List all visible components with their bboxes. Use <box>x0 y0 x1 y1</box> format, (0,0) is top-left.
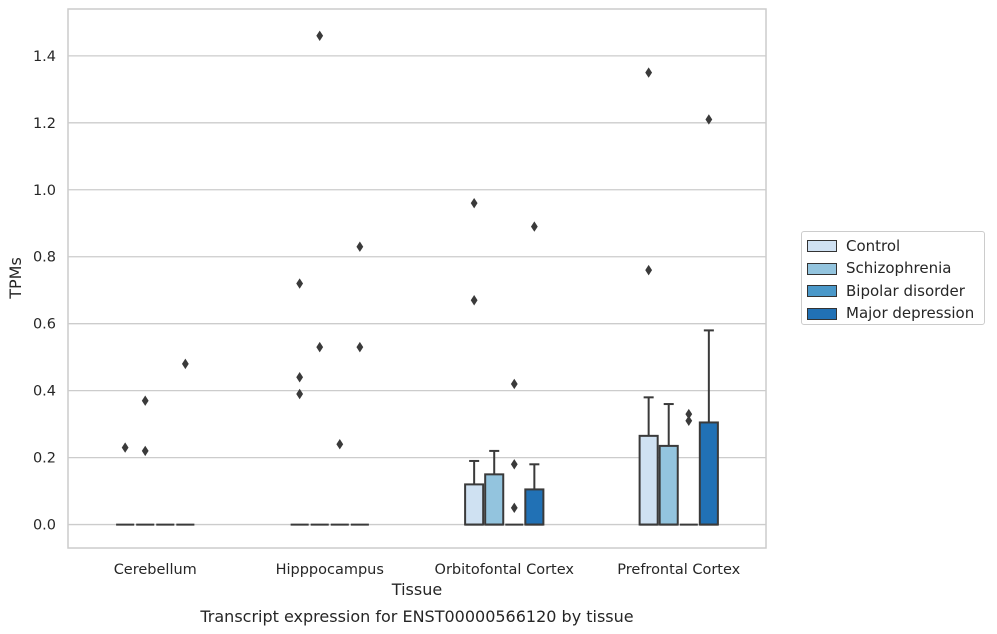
x-tick-label: Cerebellum <box>114 562 197 578</box>
outlier-point <box>685 408 693 420</box>
box <box>464 483 485 526</box>
plot-frame <box>67 8 767 549</box>
legend-item: Major depression <box>807 303 984 326</box>
outlier-point <box>316 30 324 41</box>
outlier-point <box>296 372 304 383</box>
y-tick-label: 0.2 <box>33 451 56 467</box>
outlier-point <box>296 278 304 289</box>
outlier-point <box>181 358 189 370</box>
outlier-point <box>510 459 518 470</box>
y-tick-label: 1.0 <box>33 183 56 199</box>
outlier-point <box>121 442 129 453</box>
legend-swatch <box>807 240 837 253</box>
legend-swatch <box>807 307 837 320</box>
y-tick-label: 0.4 <box>33 384 56 400</box>
box <box>698 421 719 526</box>
outlier-point <box>530 221 538 232</box>
legend-label: Control <box>846 236 901 255</box>
outlier-point <box>316 341 324 353</box>
legend-item: Control <box>807 235 984 258</box>
legend-item: Schizophrenia <box>807 258 984 281</box>
x-tick-label: Orbitofontal Cortex <box>435 562 575 578</box>
box <box>524 488 545 526</box>
outlier-point <box>336 439 344 450</box>
legend-item: Bipolar disorder <box>807 280 984 303</box>
outlier-point <box>645 264 653 276</box>
outlier-point <box>645 67 653 78</box>
outliers <box>121 30 713 514</box>
outlier-point <box>470 197 478 209</box>
box-group <box>464 459 485 526</box>
y-tick-labels: 0.0 0.2 0.4 0.6 0.8 1.0 1.2 1.4 <box>33 49 56 534</box>
chart-caption: Transcript expression for ENST0000056612… <box>199 607 633 626</box>
x-tick-labels: Cerebellum Hipppocampus Orbitofontal Corte… <box>114 562 741 578</box>
box <box>638 434 659 526</box>
y-tick-label: 1.4 <box>33 49 56 65</box>
grid <box>68 55 766 526</box>
outlier-point <box>296 388 304 400</box>
y-tick-label: 0.0 <box>33 518 56 534</box>
outlier-point <box>141 395 149 406</box>
box-group <box>638 396 659 526</box>
legend-label: Major depression <box>846 304 975 323</box>
outlier-point <box>141 445 149 457</box>
box-group <box>484 449 505 526</box>
outlier-point <box>685 415 693 426</box>
legend: Control Schizophrenia Bipolar disorder Majo… <box>801 231 985 325</box>
y-tick-label: 1.2 <box>33 116 56 132</box>
outlier-point <box>356 241 364 252</box>
x-tick-label: Hipppocampus <box>276 562 384 578</box>
boxes <box>116 329 719 526</box>
y-tick-label: 0.8 <box>33 250 56 266</box>
box <box>484 473 505 526</box>
outlier-point <box>510 378 518 390</box>
box-group <box>658 403 679 526</box>
outlier-point <box>510 502 518 514</box>
legend-label: Bipolar disorder <box>846 281 965 300</box>
legend-swatch <box>807 262 837 275</box>
y-axis-label: TPMs <box>6 257 25 300</box>
box-group <box>524 463 545 526</box>
x-tick-label: Prefrontal Cortex <box>617 562 740 578</box>
outlier-point <box>356 341 364 353</box>
outlier-point <box>705 114 713 125</box>
outlier-point <box>470 295 478 306</box>
box <box>658 444 679 526</box>
legend-label: Schizophrenia <box>846 259 952 278</box>
x-axis-label: Tissue <box>391 580 442 599</box>
legend-swatch <box>807 285 837 298</box>
y-tick-label: 0.6 <box>33 317 56 333</box>
box-group <box>698 329 719 526</box>
